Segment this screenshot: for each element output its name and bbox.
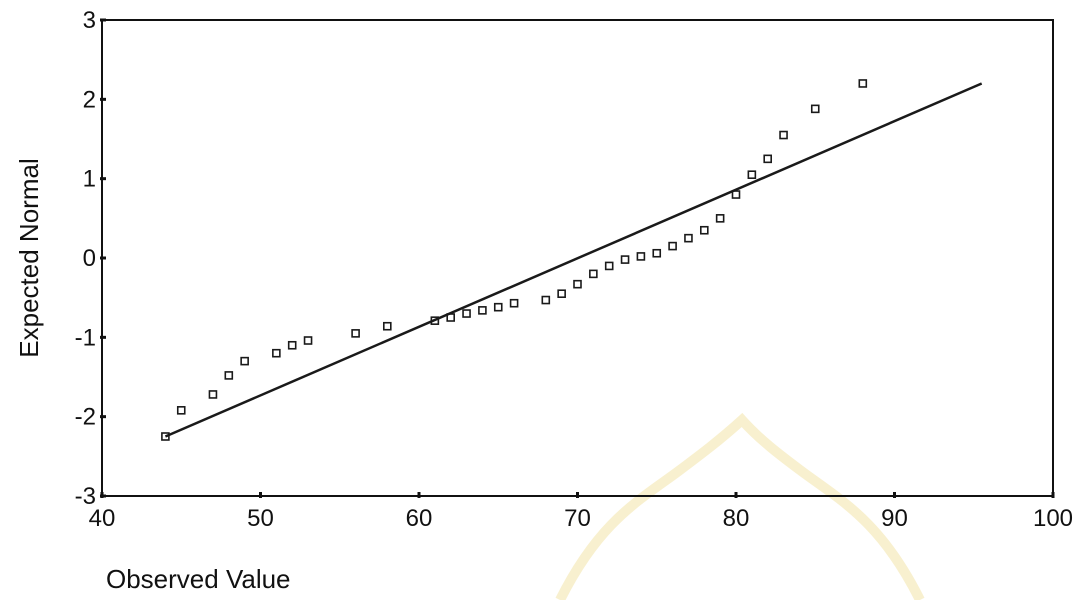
data-point xyxy=(176,406,186,415)
y-tick-label: -3 xyxy=(75,483,96,510)
data-point xyxy=(224,371,234,380)
x-tick-label: 90 xyxy=(881,505,908,532)
y-tick-label: 3 xyxy=(83,7,96,34)
data-point xyxy=(557,289,566,299)
data-point xyxy=(652,248,662,258)
x-axis: 40 50 60 70 80 90 100 xyxy=(89,492,1073,532)
data-point xyxy=(684,233,693,243)
y-axis-title: Expected Normal xyxy=(14,158,44,357)
data-point xyxy=(620,255,630,264)
data-point xyxy=(478,306,487,315)
data-point xyxy=(493,302,503,312)
data-point xyxy=(208,390,218,399)
data-point xyxy=(573,279,582,289)
data-point xyxy=(240,356,249,366)
data-point xyxy=(668,241,677,251)
data-point xyxy=(161,432,170,441)
x-tick-label: 80 xyxy=(723,505,750,532)
data-point xyxy=(731,190,741,199)
x-tick-label: 70 xyxy=(564,505,591,532)
data-point xyxy=(541,295,551,305)
data-point xyxy=(763,154,773,164)
data-point xyxy=(715,214,725,223)
data-point xyxy=(272,348,281,358)
y-tick-label: -1 xyxy=(75,324,96,351)
reference-line-layer xyxy=(164,82,983,438)
data-point xyxy=(430,316,440,325)
data-point xyxy=(604,261,614,271)
data-point xyxy=(747,170,757,179)
reference-line xyxy=(164,82,983,438)
y-tick-label: -2 xyxy=(75,404,96,431)
data-point xyxy=(446,313,456,322)
x-axis-title: Observed Value xyxy=(106,564,291,594)
y-tick-label: 0 xyxy=(83,245,96,272)
data-point xyxy=(858,79,868,88)
x-tick-label: 50 xyxy=(247,505,274,532)
data-point xyxy=(382,321,392,331)
data-point xyxy=(509,298,519,308)
data-point xyxy=(303,336,313,345)
x-tick-label: 60 xyxy=(406,505,433,532)
data-point xyxy=(636,252,646,261)
data-point xyxy=(810,104,820,114)
y-tick-label: 1 xyxy=(83,166,96,193)
data-point xyxy=(779,130,788,140)
data-points-layer xyxy=(161,79,868,441)
data-point xyxy=(589,269,598,279)
data-point xyxy=(699,225,709,235)
y-axis: -3 -2 -1 0 1 2 3 xyxy=(75,7,106,510)
data-point xyxy=(287,340,297,350)
x-tick-label: 100 xyxy=(1033,505,1073,532)
data-point xyxy=(462,309,471,318)
y-tick-label: 2 xyxy=(83,86,96,113)
watermark-shape xyxy=(555,412,925,600)
data-point xyxy=(351,329,360,338)
x-tick-label: 40 xyxy=(89,505,116,532)
